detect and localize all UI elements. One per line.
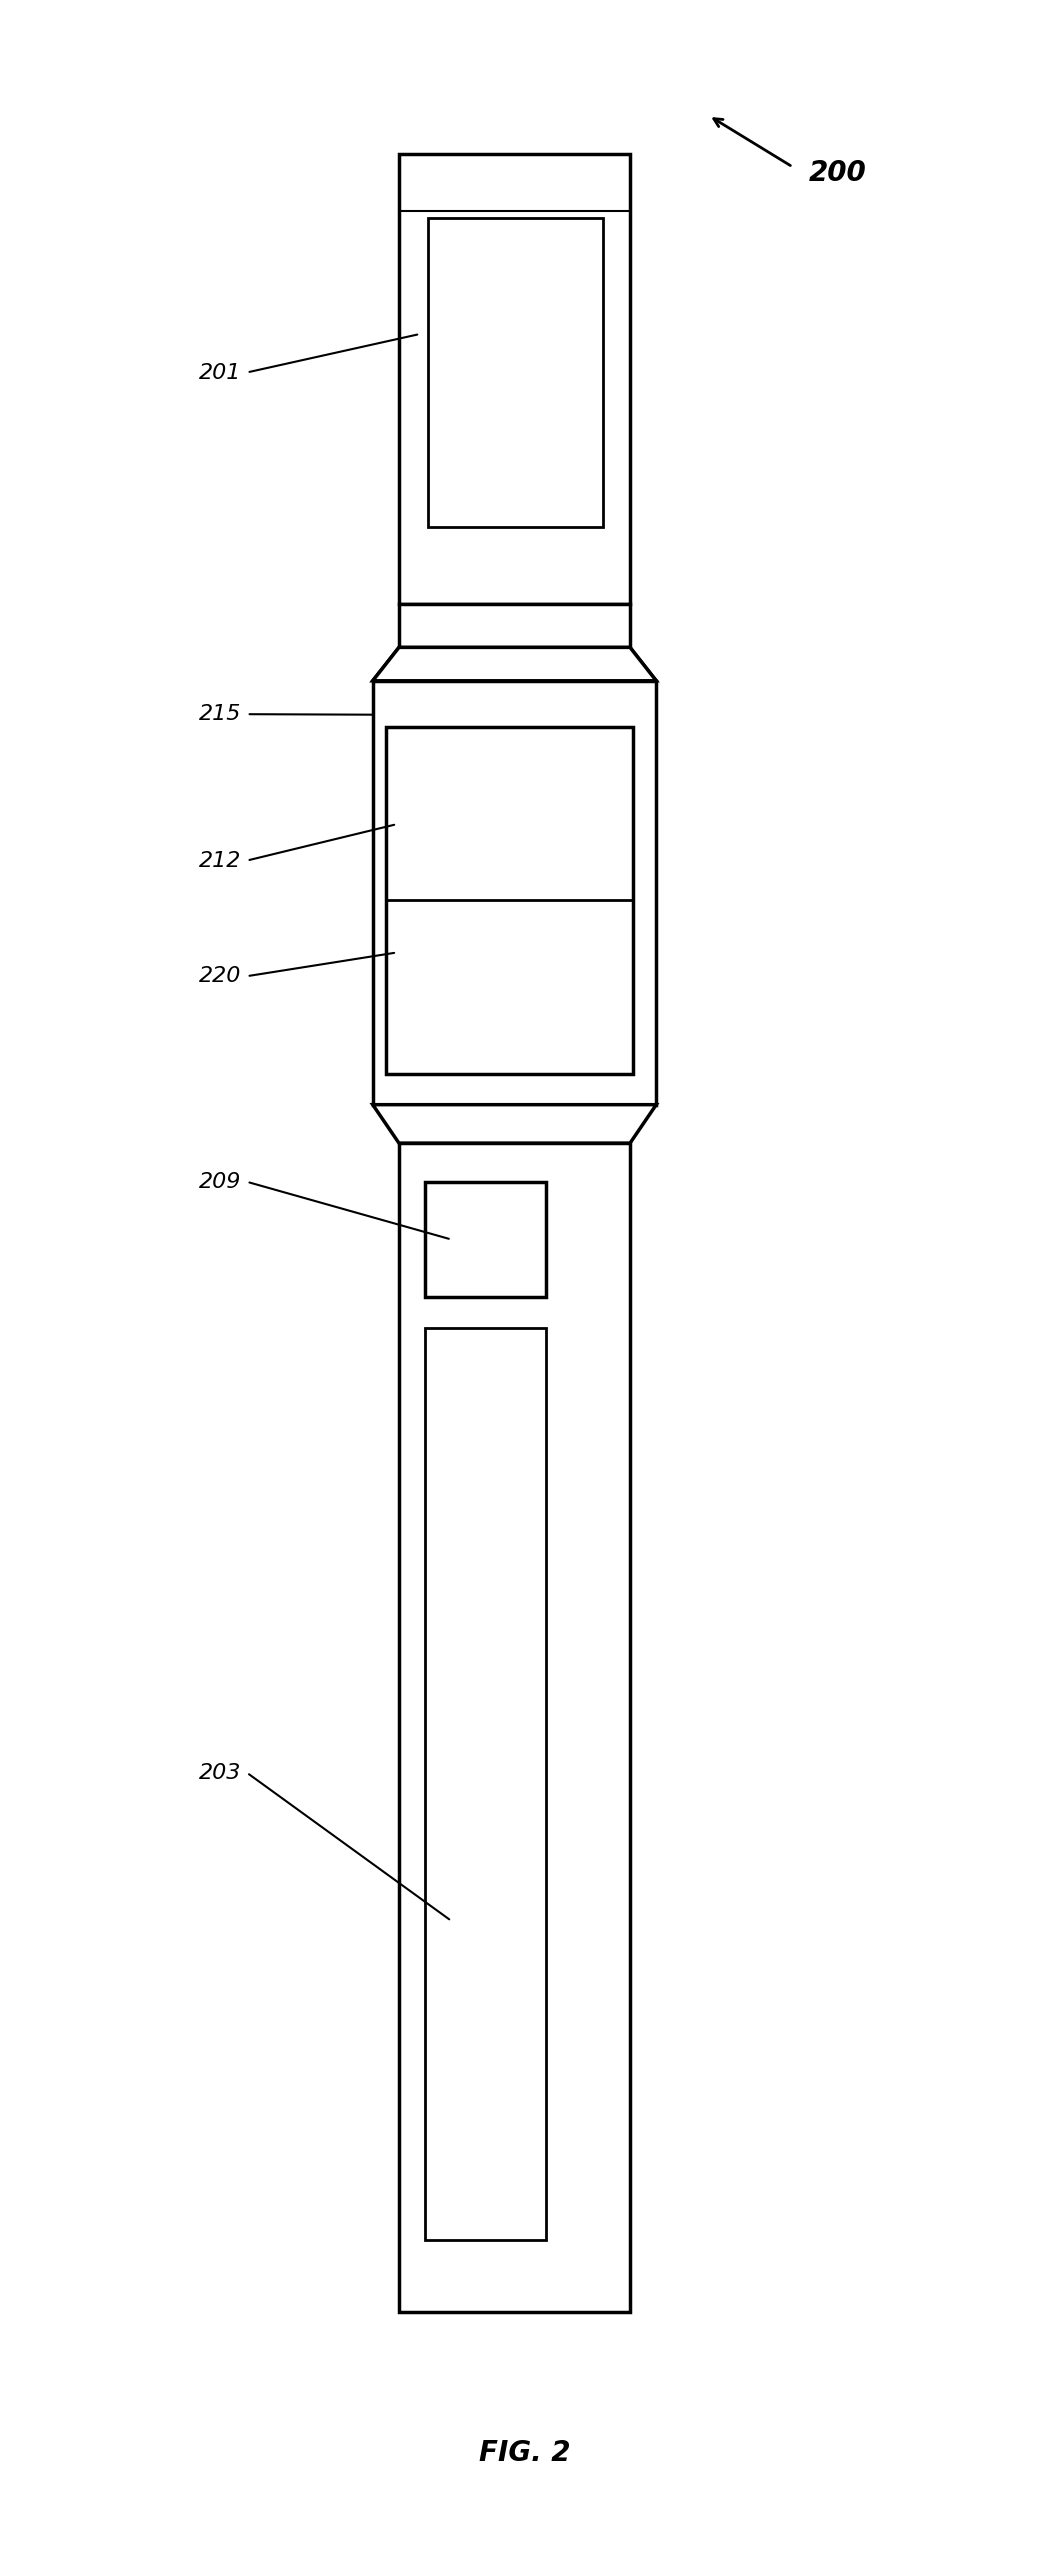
Text: 209: 209 <box>200 1171 242 1192</box>
Bar <box>399 154 630 604</box>
Bar <box>425 1182 546 1297</box>
Text: 200: 200 <box>808 159 866 188</box>
Bar <box>399 604 630 647</box>
Bar <box>386 727 633 1074</box>
Text: 201: 201 <box>200 362 242 383</box>
Bar <box>373 681 656 1105</box>
Text: 220: 220 <box>200 966 242 986</box>
Text: FIG. 2: FIG. 2 <box>479 2441 571 2466</box>
Text: 212: 212 <box>200 850 242 871</box>
Text: 203: 203 <box>200 1762 242 1783</box>
Bar <box>425 1328 546 2240</box>
Bar <box>428 218 603 527</box>
Bar <box>399 1143 630 2312</box>
Polygon shape <box>373 647 656 681</box>
Polygon shape <box>373 1105 656 1143</box>
Text: 215: 215 <box>200 704 242 724</box>
